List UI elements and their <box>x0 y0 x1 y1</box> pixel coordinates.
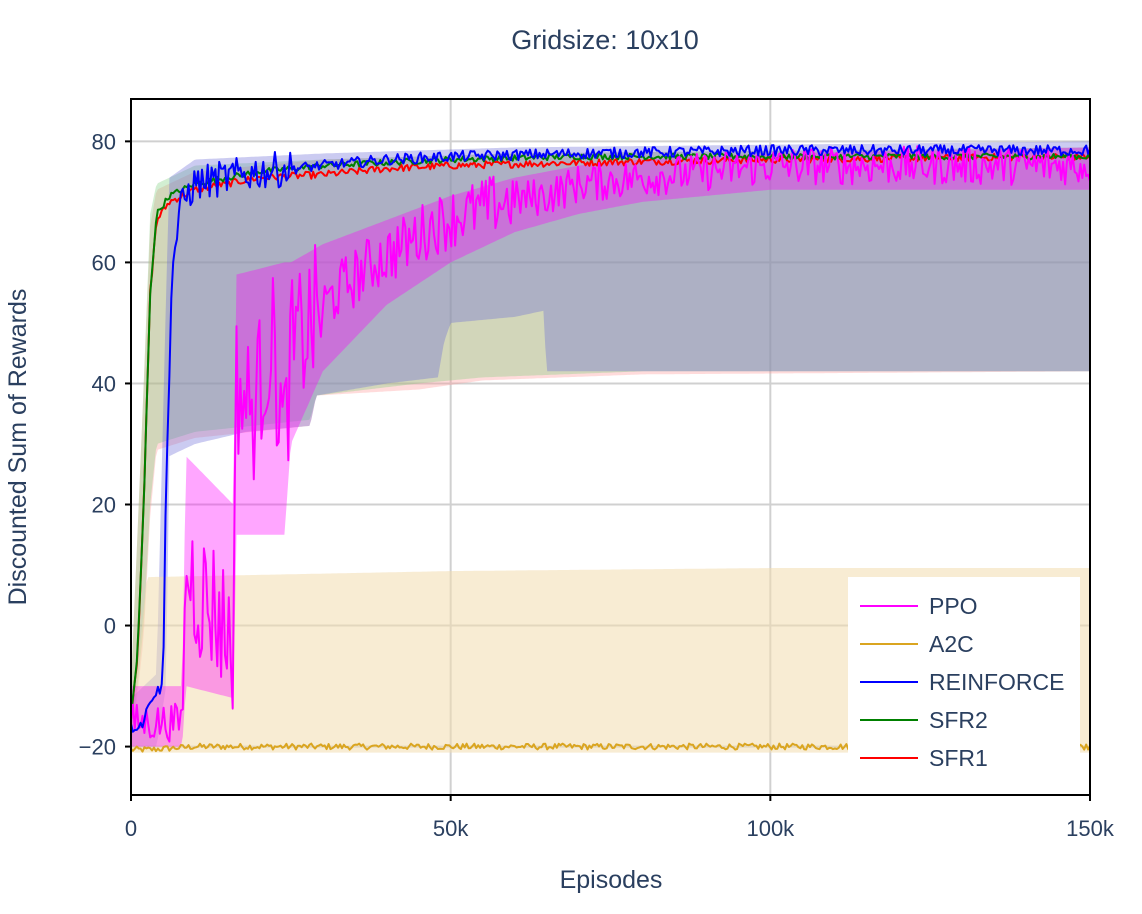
x-tick-label: 100k <box>746 816 795 841</box>
band-ppo <box>131 147 1090 747</box>
legend-box <box>848 577 1080 777</box>
legend-label-ppo: PPO <box>929 593 978 619</box>
y-tick-label: −20 <box>79 735 116 760</box>
band-reinforce <box>131 141 1090 747</box>
y-tick-label: 40 <box>92 371 116 396</box>
legend-label-reinforce: REINFORCE <box>929 669 1064 695</box>
axis-ticks: 0 50k 100k 150k −20 0 20 40 60 80 <box>79 129 1115 841</box>
band-sfr2 <box>131 147 1090 747</box>
y-tick-label: 80 <box>92 129 116 154</box>
legend: PPO A2C REINFORCE SFR2 SFR1 <box>848 577 1080 777</box>
y-axis-label: Discounted Sum of Rewards <box>4 289 32 606</box>
line-sfr1 <box>130 152 1091 720</box>
y-tick-label: 0 <box>104 614 116 639</box>
x-tick-label: 150k <box>1066 816 1115 841</box>
line-reinforce <box>130 144 1091 733</box>
band-sfr1 <box>131 147 1090 753</box>
legend-label-a2c: A2C <box>929 631 974 657</box>
y-tick-label: 60 <box>92 250 116 275</box>
legend-label-sfr2: SFR2 <box>929 707 988 733</box>
line-ppo <box>130 145 1091 743</box>
line-sfr2 <box>130 152 1091 717</box>
plot-frame <box>130 98 1091 796</box>
x-axis-label: Episodes <box>560 866 663 894</box>
legend-label-sfr1: SFR1 <box>929 745 988 771</box>
x-tick-label: 50k <box>433 816 469 841</box>
y-tick-label: 20 <box>92 492 116 517</box>
x-tick-label: 0 <box>125 816 137 841</box>
chart-title: Gridsize: 10x10 <box>511 25 699 55</box>
series-lines <box>130 144 1091 753</box>
